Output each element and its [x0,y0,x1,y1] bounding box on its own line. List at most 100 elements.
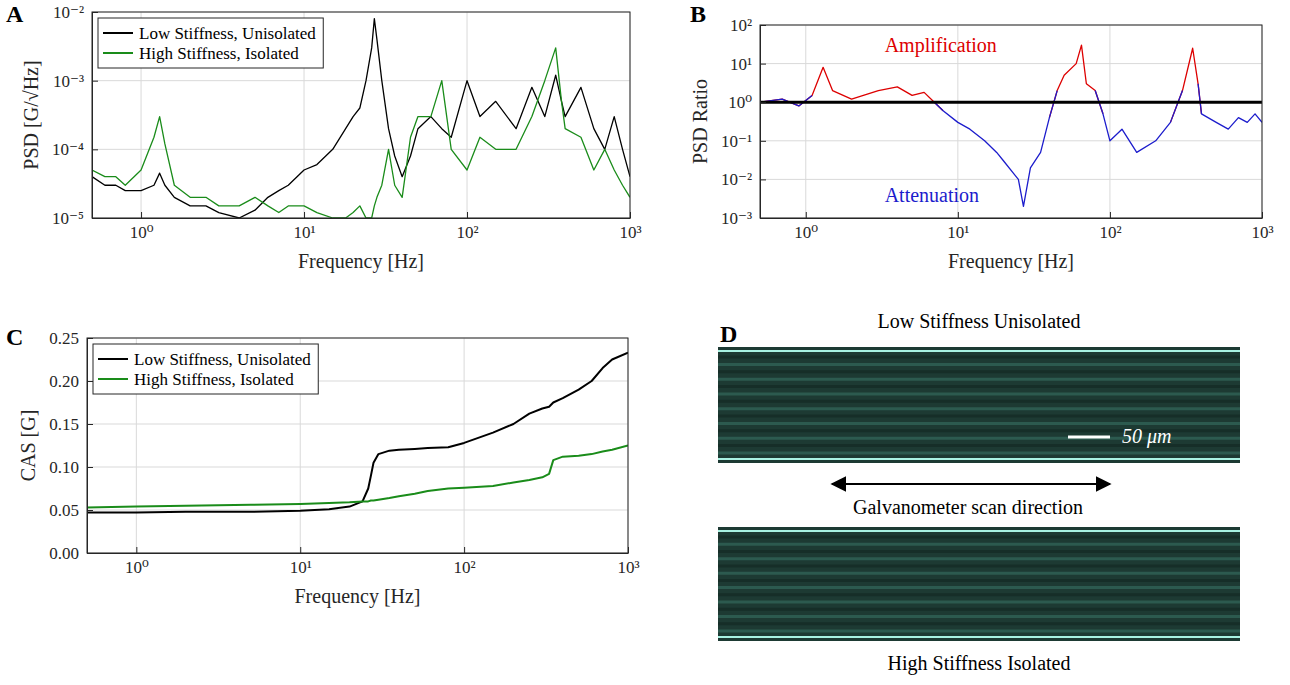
x-axis-line [761,218,1263,219]
y-tick-label: 10² [730,16,752,35]
y-tick-mark [92,218,98,219]
x-axis: 10⁰ 10¹ 10² 10³ [761,212,1274,242]
y-tick-label: 10⁻⁵ [52,209,84,228]
y-tick-mark [92,81,98,82]
x-tick-mark [136,547,137,553]
y-tick-label: 0.15 [49,415,79,434]
y-tick-label: 0.20 [49,372,79,391]
micrograph-stripe [718,601,1240,604]
x-tick: 10² [454,547,476,577]
micrograph-stripe [718,622,1240,625]
legend-box [98,18,323,68]
y-axis-title: PSD Ratio [689,79,711,164]
caption: Low Stiffness Unisolated [878,310,1081,332]
x-tick-mark [304,212,305,218]
y-tick: 10¹ [730,55,766,74]
micrograph-stripe [718,378,1240,381]
y-grid-line [92,149,630,150]
y-axis-line [87,339,88,554]
series-line [760,45,1201,122]
x-tick-mark [141,212,142,218]
legend-swatch [103,52,133,54]
panel-1: 10⁰10¹10²10³10⁻³10⁻²10⁻¹10⁰10¹10²Frequen… [689,1,1274,273]
y-tick-mark [87,381,93,382]
plot-background [87,338,628,553]
grid [92,12,630,218]
series-line [760,84,1262,207]
legend-box [93,344,318,394]
y-tick-mark [92,12,98,13]
micrograph-stripe [718,370,1240,373]
x-tick-label: 10⁰ [125,558,149,577]
y-tick: 0.00 [49,544,93,563]
series-line [87,353,628,513]
plot-frame [87,338,628,553]
plot-frame [760,25,1262,218]
legend-swatch [98,378,128,380]
micrograph [718,347,1240,463]
x-tick-label: 10³ [1251,223,1273,242]
y-tick-label: 10⁻² [53,3,84,22]
series-line [92,19,630,218]
y-tick-label: 10¹ [730,55,752,74]
panel-label: D [720,321,737,347]
y-axis: 0.000.050.100.150.200.25 [49,329,93,563]
x-tick: 10² [456,212,478,242]
figure: 10⁰ 10¹ 10² 10³ 10⁻⁵ 10⁻⁴ 10⁻³ 10⁻² Frequency [H… [0,0,1290,685]
scan-arrow [832,483,1110,485]
x-axis: 10⁰10¹10²10³ [88,547,640,577]
micrograph-stripe [718,608,1240,611]
x-grid-line [464,338,465,553]
y-tick-mark [87,553,93,554]
legend-label: Low Stiffness, Unisolated [134,350,311,369]
y-tick: 10⁰ [728,93,766,112]
legend-swatch [98,358,128,360]
x-tick-label: 10¹ [293,223,315,242]
y-tick: 10⁻⁵ [52,209,98,228]
y-tick: 10⁻³ [721,209,766,228]
micrograph-stripe [718,630,1240,633]
annotation: Attenuation [885,184,979,206]
x-tick: 10⁰ [794,212,818,242]
x-axis-title: Frequency [Hz] [294,585,420,608]
y-tick-label: 0.05 [49,501,79,520]
x-tick: 10⁰ [125,547,149,577]
micrograph-stripe [718,415,1240,418]
y-tick-mark [760,25,766,26]
x-tick-label: 10¹ [290,558,312,577]
grid [760,25,1262,218]
micrograph-stripe [718,385,1240,388]
legend-label: High Stiffness, Isolated [134,370,294,389]
y-tick-mark [87,424,93,425]
x-tick: 10¹ [290,547,312,577]
micrograph-background [718,347,1240,463]
panel-label: B [690,1,706,27]
data-group [92,19,630,218]
micrograph-stripe [718,363,1240,366]
y-tick-label: 10⁻⁴ [52,140,84,159]
legend-label: High Stiffness, Isolated [139,44,299,63]
x-tick-label: 10⁰ [794,223,818,242]
y-tick: 10⁻³ [53,72,98,91]
y-tick-label: 10⁻² [721,170,752,189]
y-tick: 0.05 [49,501,93,520]
micrograph-stripe [718,564,1240,567]
x-tick: 10² [1099,212,1121,242]
x-tick: 10³ [1251,212,1273,242]
legend-swatch [103,32,133,34]
y-axis-line [92,13,93,219]
x-axis: 10⁰10¹10²10³ [93,212,642,242]
y-tick-mark [92,149,98,150]
y-grid-line [87,467,628,468]
panel-2: 10⁰10¹10²10³0.000.050.100.150.200.25Freq… [6,324,640,608]
y-tick-mark [760,179,766,180]
data-group [87,353,628,513]
x-grid-line [467,12,468,218]
x-tick-mark [806,212,807,218]
x-tick-label: 10¹ [947,223,969,242]
x-tick-mark [630,212,631,218]
y-axis-title: PSD [G/√Hz] [20,60,42,169]
micrograph-stripe [718,400,1240,403]
micrograph-stripe [718,550,1240,553]
series-line [92,48,630,218]
